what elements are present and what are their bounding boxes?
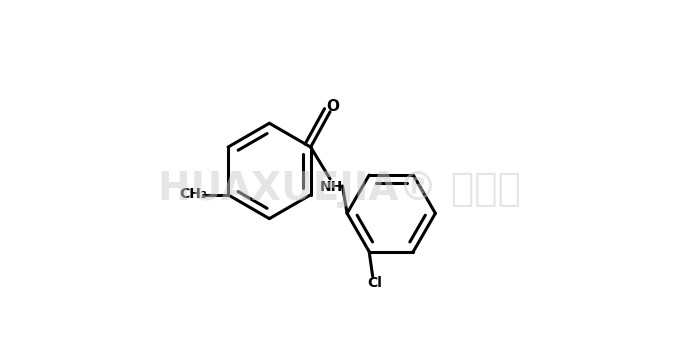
Text: HUAXUEJIA® 化学加: HUAXUEJIA® 化学加: [158, 169, 522, 208]
Text: NH: NH: [320, 180, 343, 194]
Text: O: O: [326, 99, 339, 114]
Text: CH₃: CH₃: [180, 187, 207, 201]
Text: Cl: Cl: [367, 276, 382, 290]
